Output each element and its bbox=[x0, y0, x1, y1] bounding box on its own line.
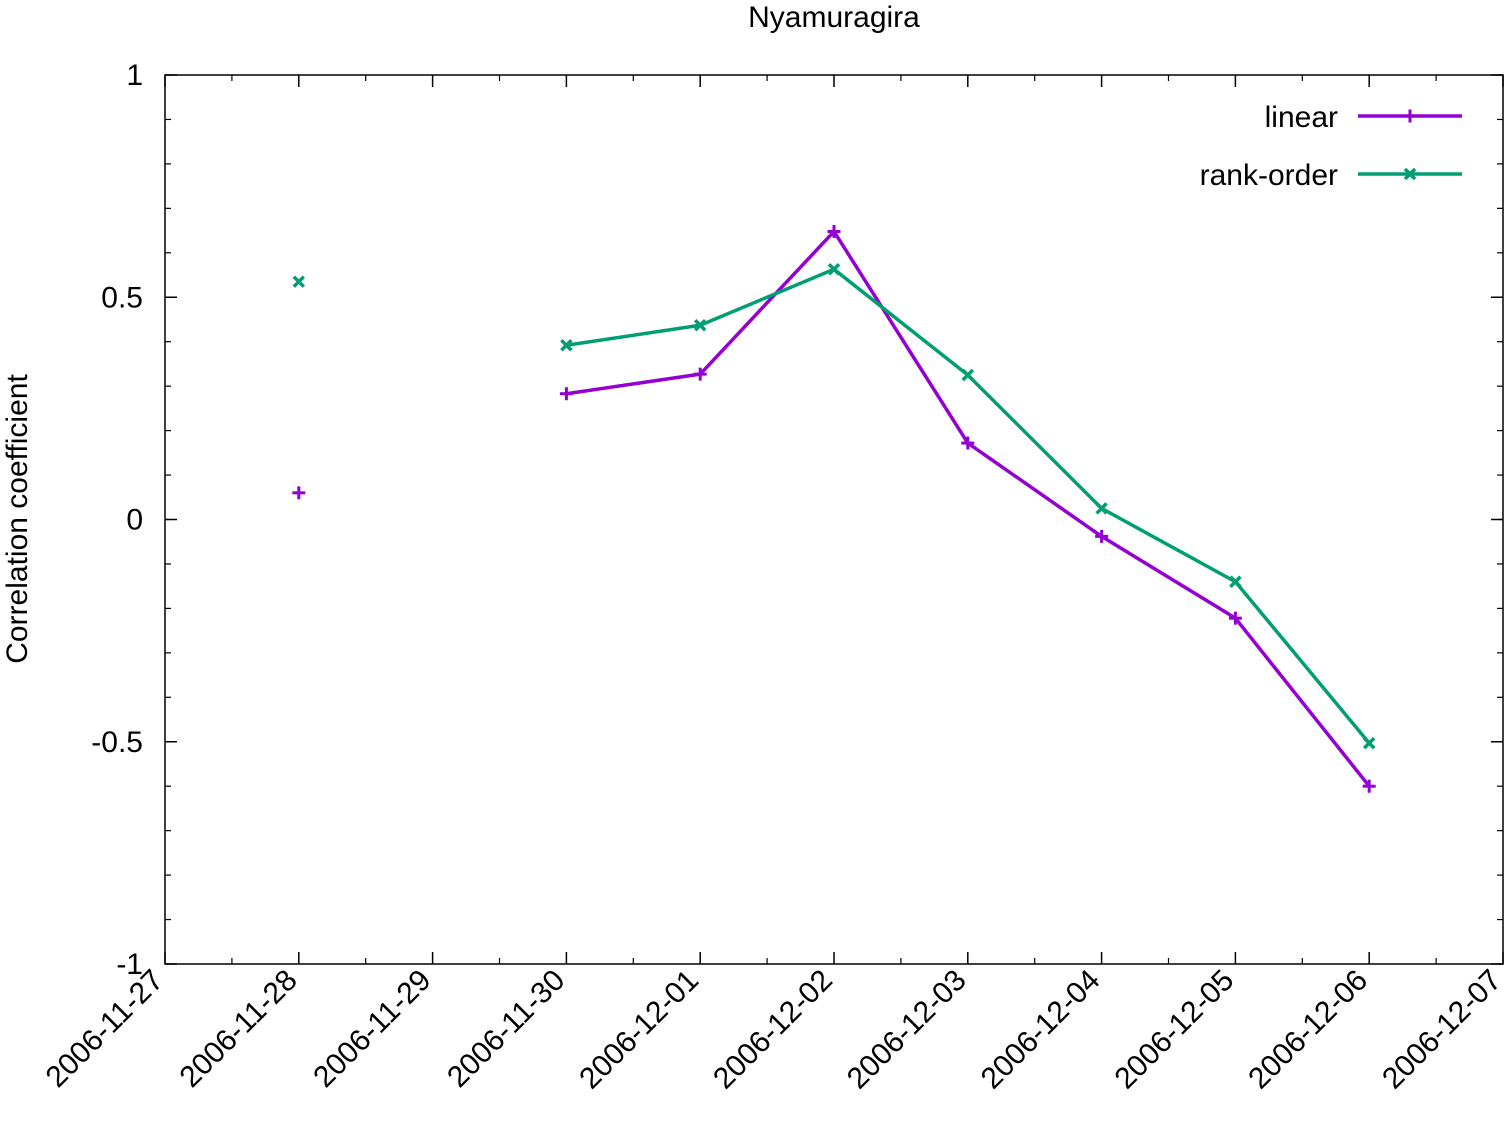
legend: linear rank-order bbox=[1200, 101, 1462, 192]
data-point bbox=[693, 319, 707, 332]
data-point bbox=[1229, 575, 1242, 588]
series-line bbox=[566, 267, 1371, 745]
plot-frame bbox=[164, 74, 1504, 965]
data-point bbox=[1095, 529, 1109, 543]
series-layer bbox=[292, 224, 1376, 793]
data-point bbox=[292, 486, 306, 500]
x-tick-label: 2006-12-04 bbox=[975, 964, 1107, 1096]
data-point bbox=[693, 367, 707, 381]
y-tick-label: 0 bbox=[126, 504, 143, 537]
data-point bbox=[1228, 611, 1242, 625]
data-point bbox=[1362, 736, 1376, 750]
data-point bbox=[827, 263, 841, 276]
y-tick-label: 1 bbox=[126, 59, 143, 92]
x-tick-label: 2006-11-27 bbox=[40, 964, 170, 1094]
x-tick-label: 2006-12-06 bbox=[1242, 964, 1374, 1096]
x-tick-label: 2006-11-30 bbox=[441, 964, 571, 1094]
data-point bbox=[560, 339, 573, 352]
data-point bbox=[827, 224, 841, 238]
y-axis-label: Correlation coefficient bbox=[1, 374, 34, 664]
data-point bbox=[961, 368, 975, 382]
legend-label: rank-order bbox=[1200, 159, 1338, 192]
x-tick-label: 2006-12-01 bbox=[573, 964, 705, 1096]
x-tick-label: 2006-12-05 bbox=[1108, 964, 1240, 1096]
data-point bbox=[559, 387, 573, 401]
series-linear bbox=[292, 224, 1376, 793]
data-point bbox=[1362, 779, 1376, 793]
data-point bbox=[1095, 502, 1108, 515]
legend-marker bbox=[1403, 109, 1417, 123]
axis-ticks: 2006-11-27 2006-11-28 2006-11-29 2006-11-30… bbox=[40, 59, 1505, 1095]
y-tick-label: -0.5 bbox=[91, 726, 143, 759]
x-tick-label: 2006-11-29 bbox=[307, 964, 437, 1094]
y-tick-label: 0.5 bbox=[101, 281, 143, 314]
x-tick-label: 2006-12-02 bbox=[707, 964, 839, 1096]
series-line bbox=[566, 229, 1371, 788]
x-tick-label: 2006-12-03 bbox=[841, 964, 973, 1096]
data-point bbox=[292, 275, 306, 288]
legend-label: linear bbox=[1265, 101, 1338, 134]
legend-marker bbox=[1403, 167, 1417, 181]
data-point bbox=[961, 436, 975, 450]
x-tick-label: 2006-11-28 bbox=[173, 964, 303, 1094]
y-tick-label: -1 bbox=[116, 948, 143, 981]
series-rank-order bbox=[292, 263, 1376, 750]
x-tick-label: 2006-12-07 bbox=[1376, 964, 1505, 1096]
chart-title: Nyamuragira bbox=[748, 1, 920, 34]
